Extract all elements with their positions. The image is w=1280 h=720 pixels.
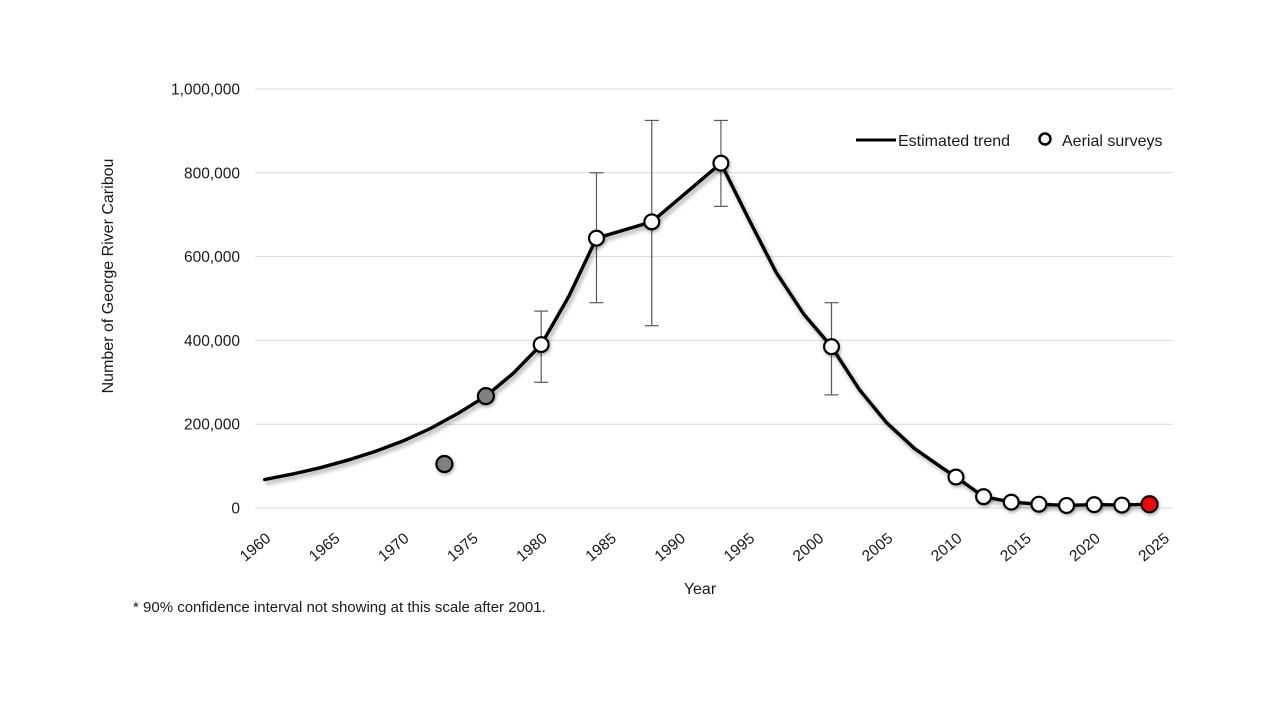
gridlines <box>255 88 1173 509</box>
survey-point-2018 <box>1058 496 1076 514</box>
survey-point-2016 <box>1030 495 1048 513</box>
survey-point-2014 <box>1002 493 1020 511</box>
x-tick-label: 2005 <box>859 530 896 565</box>
x-tick-label: 2025 <box>1136 530 1173 565</box>
estimated-trend-line <box>263 160 1152 508</box>
survey-point-2001 <box>823 338 841 356</box>
survey-point-1988 <box>643 213 661 231</box>
x-tick-label: 1995 <box>721 530 758 565</box>
survey-point-1973 <box>435 454 454 474</box>
y-tick-labels: 0 200,000 400,000 600,000 800,000 1,000,000 <box>171 82 240 518</box>
x-axis-title: Year <box>684 581 717 598</box>
survey-point-1976 <box>476 387 495 406</box>
x-tick-label: 1975 <box>444 530 481 565</box>
legend-label-aerial-surveys: Aerial surveys <box>1062 133 1162 150</box>
survey-point-2010 <box>947 468 965 486</box>
x-tick-label: 1985 <box>583 530 620 565</box>
y-tick-label: 200,000 <box>184 417 240 434</box>
legend-label-estimated-trend: Estimated trend <box>898 133 1010 150</box>
survey-point-1993 <box>712 154 730 172</box>
x-tick-label: 2020 <box>1066 530 1104 565</box>
x-tick-labels: 1960 1965 1970 1975 1980 1985 1990 1995 2000 2005… <box>237 530 1173 565</box>
trend-line-layer <box>263 160 1152 508</box>
x-tick-label: 2010 <box>928 530 966 565</box>
x-tick-label: 1990 <box>652 530 690 565</box>
y-tick-label: 800,000 <box>184 165 240 182</box>
error-bars <box>534 119 839 396</box>
y-axis-title: Number of George River Caribou <box>100 159 117 394</box>
x-tick-label: 1980 <box>513 530 551 565</box>
survey-point-1980 <box>532 336 550 354</box>
x-tick-label: 1965 <box>306 530 343 565</box>
survey-point-2024 <box>1140 495 1159 514</box>
legend: Estimated trend Aerial surveys <box>856 132 1162 150</box>
legend-open-circle-sample <box>1038 132 1052 146</box>
survey-point-1984 <box>587 229 605 247</box>
y-tick-label: 600,000 <box>184 249 240 266</box>
y-tick-label: 400,000 <box>184 333 240 350</box>
y-tick-label: 0 <box>231 501 240 518</box>
survey-point-2022 <box>1113 496 1131 514</box>
survey-points-layer <box>435 154 1159 514</box>
footnote: * 90% confidence interval not showing at… <box>133 599 546 616</box>
survey-point-2012 <box>975 488 993 506</box>
x-tick-label: 2015 <box>997 530 1034 565</box>
x-tick-label: 1960 <box>237 530 275 565</box>
x-tick-label: 1970 <box>375 530 413 565</box>
y-tick-label: 1,000,000 <box>171 82 240 99</box>
x-tick-label: 2000 <box>790 530 828 565</box>
survey-point-2020 <box>1085 496 1103 514</box>
